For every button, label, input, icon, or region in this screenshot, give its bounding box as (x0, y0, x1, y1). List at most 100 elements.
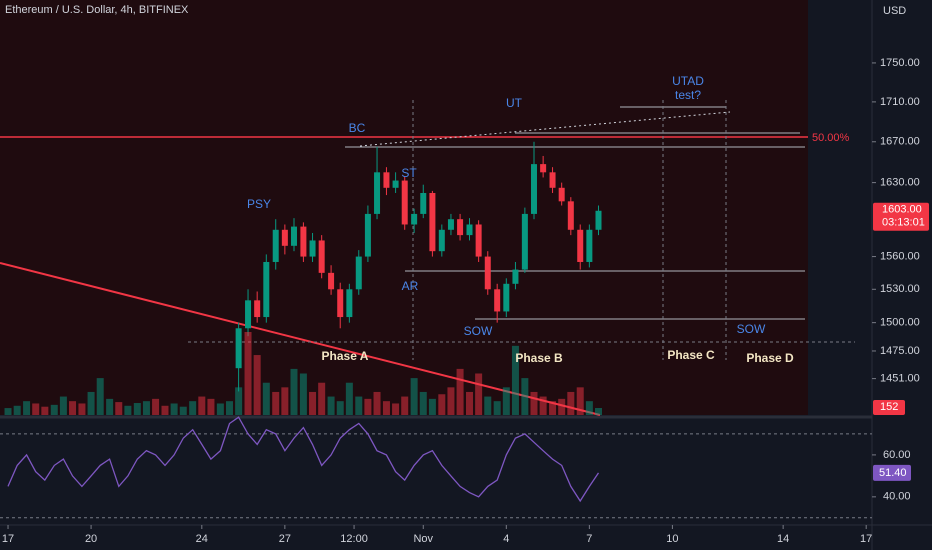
candle-body (577, 229, 584, 262)
volume-bar (78, 403, 86, 415)
volume-bar (355, 396, 363, 415)
volume-bar (428, 398, 436, 415)
candle-body (540, 164, 547, 173)
volume-bar (69, 401, 77, 415)
volume-bar (290, 368, 298, 415)
x-tick-label: 17 (2, 533, 14, 545)
candle-body (503, 283, 510, 312)
annotation: SOW (464, 324, 493, 338)
candle-body (309, 240, 316, 257)
candle-body (411, 213, 418, 225)
candle-body (521, 213, 528, 270)
candle-body (355, 256, 362, 290)
volume-bar (567, 391, 575, 415)
volume-bar (216, 403, 224, 415)
y-tick-label: 40.00 (883, 491, 911, 503)
candle-body (466, 224, 473, 236)
volume-bar (59, 396, 67, 415)
x-tick-label: 4 (503, 533, 509, 545)
volume-bar (115, 402, 123, 415)
candle-body (401, 180, 408, 225)
rsi-tag-label: 51.40 (879, 467, 907, 479)
candle-body (484, 256, 491, 290)
candle-body (512, 269, 519, 284)
volume-bar (475, 373, 483, 415)
volume-bar (511, 345, 519, 415)
price-axis-bg (872, 0, 932, 550)
volume-bar (373, 391, 381, 415)
chart-title: Ethereum / U.S. Dollar, 4h, BITFINEX (5, 4, 189, 16)
candle-body (263, 261, 270, 318)
x-tick-label: 17 (860, 533, 872, 545)
volume-bar (189, 401, 197, 415)
annotation: Phase C (667, 348, 715, 362)
candle-body (457, 219, 464, 236)
volume-bar (161, 405, 169, 415)
volume-bar (262, 382, 270, 415)
candle-body (420, 192, 427, 214)
trend-line (0, 262, 601, 416)
volume-bar (4, 408, 12, 415)
candle-body (383, 172, 390, 188)
volume-bar (585, 401, 593, 415)
candle-body (567, 201, 574, 230)
drawings (0, 100, 855, 416)
candle-body (290, 226, 297, 246)
volume-bar (179, 406, 187, 415)
volume-bar (576, 387, 584, 415)
volume-bar (447, 387, 455, 415)
volume-bar (225, 401, 233, 415)
volume-bar (484, 396, 492, 415)
volume-bar (493, 401, 501, 415)
annotation: ST (401, 166, 417, 180)
volume-bar (345, 382, 353, 415)
annotation: BC (349, 121, 366, 135)
annotation: UTAD (672, 74, 704, 88)
volume-bar (419, 391, 427, 415)
annotation: PSY (247, 197, 271, 211)
x-tick-label: 27 (279, 533, 291, 545)
volume-bar (41, 406, 49, 415)
volume-bar (382, 401, 390, 415)
y-tick-label: 60.00 (883, 449, 911, 461)
volume-bar (272, 391, 280, 415)
candle-body (586, 229, 593, 262)
volume-bar (133, 403, 141, 415)
candle-body (272, 229, 279, 262)
candle-body (549, 172, 556, 188)
volume-bar (87, 391, 95, 415)
candle-body (235, 328, 242, 369)
y-tick-label: 1530.00 (880, 283, 920, 295)
volume-bar (364, 398, 372, 415)
volume-bar (32, 403, 40, 415)
volume-bar (465, 391, 473, 415)
annotation: test? (675, 88, 701, 102)
candle-body (475, 224, 482, 257)
y-tick-label: 1451.00 (880, 373, 920, 385)
y-tick-label: 1560.00 (880, 250, 920, 262)
x-tick-label: 7 (586, 533, 592, 545)
annotation: Phase A (322, 349, 369, 363)
candle-body (447, 219, 454, 230)
candle-body (364, 213, 371, 257)
candle-body (392, 180, 399, 188)
volume-bar (558, 398, 566, 415)
annotation: Phase B (515, 351, 563, 365)
level-label: 50.00% (812, 132, 850, 144)
volume-bar (327, 396, 335, 415)
volume-bar (401, 396, 409, 415)
candle-body (429, 192, 436, 252)
candle-body (254, 300, 261, 318)
trend-dotted (359, 111, 731, 147)
volume-bar (50, 404, 58, 415)
candle-body (374, 172, 381, 214)
x-tick-label: 20 (85, 533, 97, 545)
volume-bar (456, 368, 464, 415)
candle-body (558, 187, 565, 202)
y-tick-label: 1475.00 (880, 345, 920, 357)
x-tick-label: 10 (666, 533, 678, 545)
volume-bar (521, 378, 529, 415)
candle-body (245, 300, 252, 329)
volume-bar (299, 373, 307, 415)
